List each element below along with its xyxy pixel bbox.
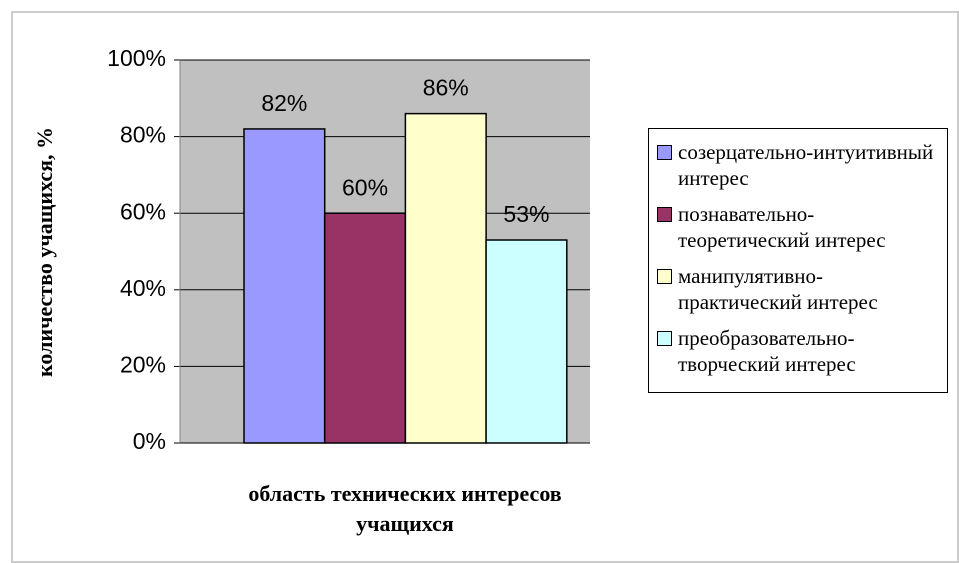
legend-item: преобразовательно-творческий интерес — [657, 325, 943, 377]
legend-label: познавательно-теоретический интерес — [678, 202, 886, 252]
y-tick-label: 100% — [107, 45, 166, 71]
legend-item: манипулятивно-практический интерес — [657, 263, 943, 315]
bar — [485, 239, 568, 444]
data-label: 60% — [342, 174, 388, 200]
y-tick-label: 20% — [120, 351, 166, 377]
y-tick-label: 80% — [120, 122, 166, 148]
x-axis-label: учащихся — [356, 511, 454, 536]
bar — [243, 128, 326, 444]
legend-label: манипулятивно-практический интерес — [678, 264, 878, 314]
legend-swatch — [657, 331, 672, 346]
legend-label: преобразовательно-творческий интерес — [678, 326, 856, 376]
data-label: 86% — [423, 75, 469, 101]
bar — [323, 212, 407, 444]
x-axis-label: область технических интересов — [248, 481, 561, 506]
legend-swatch — [657, 145, 672, 160]
bar — [404, 112, 487, 444]
y-tick-label: 40% — [120, 275, 166, 301]
legend-swatch — [657, 269, 672, 284]
frame — [11, 11, 959, 563]
legend-label: созерцательно-интуитивный интерес — [678, 140, 934, 190]
legend-item: созерцательно-интуитивный интерес — [657, 139, 943, 191]
legend: созерцательно-интуитивный интерес познава… — [648, 128, 948, 393]
y-tick-label: 0% — [133, 428, 166, 454]
data-label: 53% — [503, 201, 549, 227]
y-tick-label: 60% — [120, 198, 166, 224]
legend-item: познавательно-теоретический интерес — [657, 201, 943, 253]
data-label: 82% — [261, 90, 307, 116]
y-axis-label: количество учащихся, % — [32, 127, 57, 377]
legend-swatch — [657, 207, 672, 222]
